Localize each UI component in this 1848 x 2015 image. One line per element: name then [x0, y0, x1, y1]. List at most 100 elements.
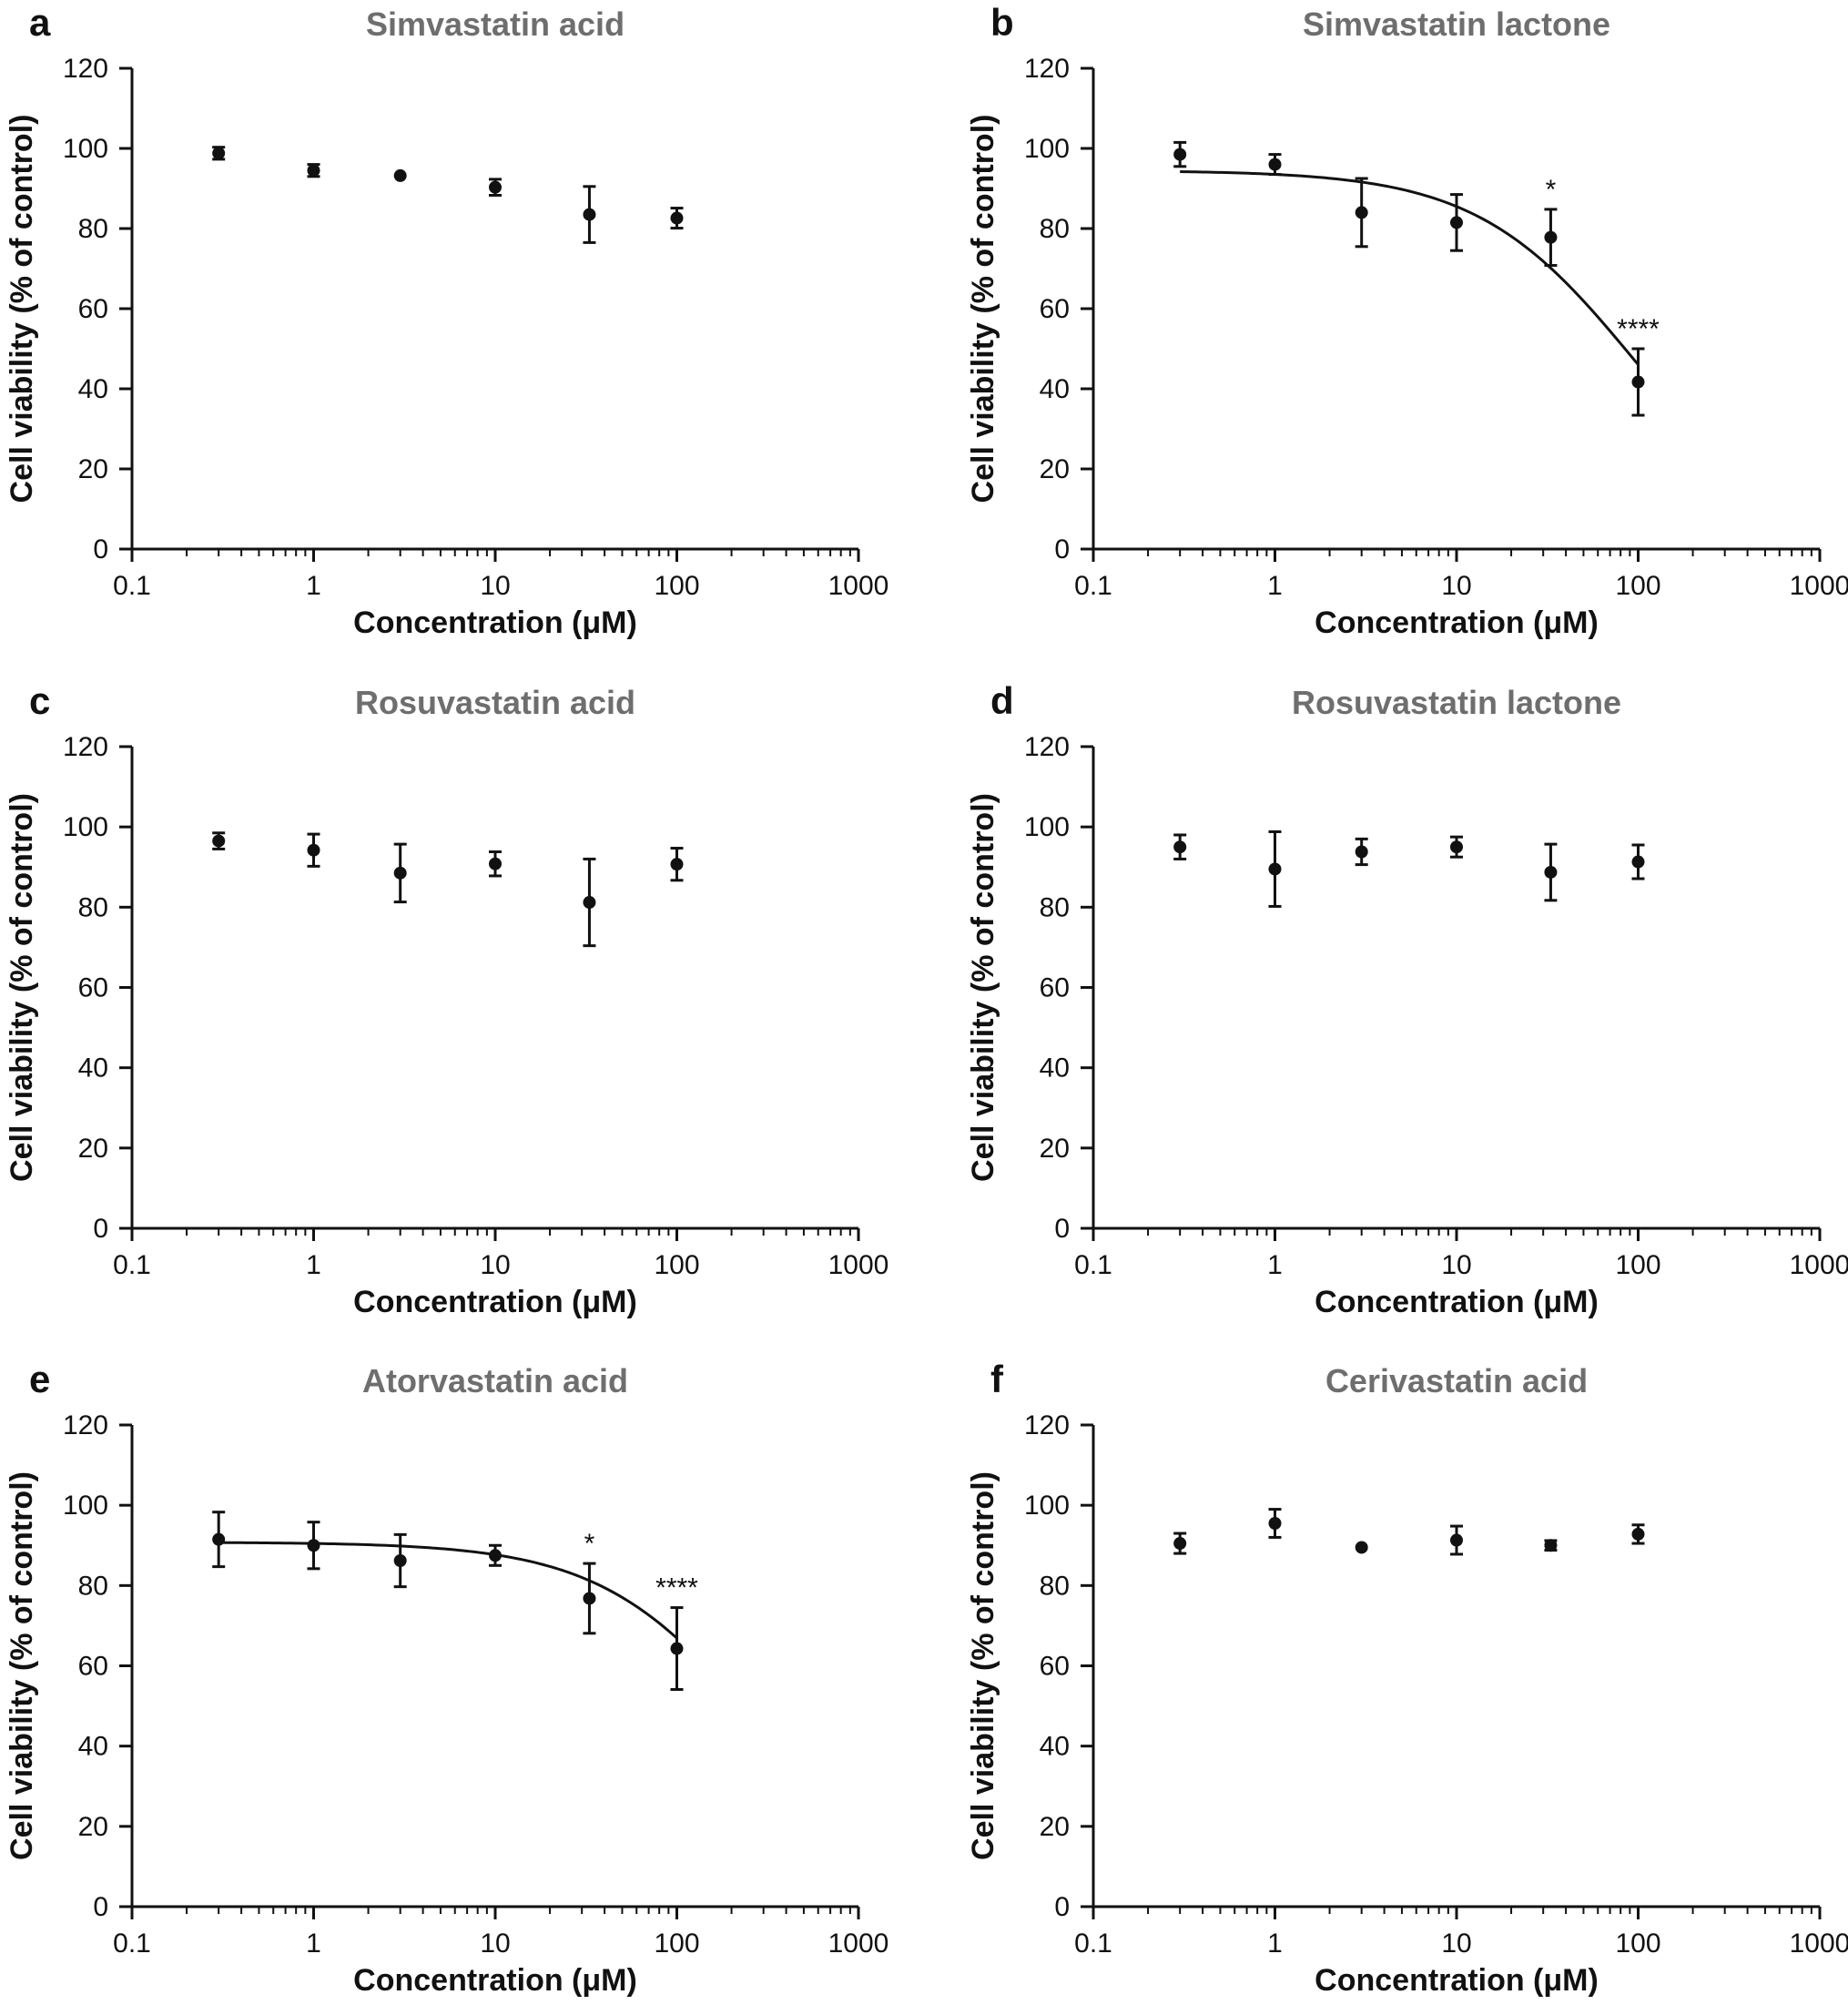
y-tick-label: 20 [78, 454, 108, 484]
data-point [393, 168, 407, 182]
y-tick-label: 120 [63, 54, 108, 84]
data-point [1544, 1539, 1558, 1552]
x-tick-label: 100 [1615, 1928, 1660, 1959]
x-tick-label: 10 [1441, 571, 1471, 601]
y-tick-label: 20 [78, 1812, 108, 1842]
y-tick-label: 20 [78, 1134, 108, 1164]
y-tick-label: 80 [78, 892, 108, 922]
y-tick-label: 120 [1024, 54, 1070, 84]
y-tick-label: 40 [1040, 1732, 1070, 1762]
x-tick-label: 100 [1615, 1250, 1660, 1280]
panel-title: Atorvastatin acid [362, 1362, 628, 1399]
y-tick-label: 0 [93, 1892, 108, 1922]
panel-letter: e [29, 1358, 50, 1400]
x-tick-label: 100 [654, 1250, 699, 1280]
y-tick-label: 0 [1054, 534, 1070, 565]
significance-annotation: **** [1617, 314, 1660, 344]
panel-c: c Rosuvastatin acid 0 20 40 60 80 100 120 0.1 1 10 1… [5, 679, 888, 1319]
y-tick-label: 40 [78, 1732, 108, 1762]
data-point [1355, 206, 1368, 219]
x-tick-label: 10 [1441, 1928, 1471, 1959]
x-tick-label: 1 [306, 1250, 321, 1280]
significance-annotation: **** [655, 1573, 698, 1603]
significance-annotation: * [584, 1529, 595, 1559]
data-point [212, 147, 226, 160]
panel-letter: d [990, 679, 1014, 722]
data-point [212, 1532, 226, 1546]
data-point [1173, 148, 1187, 161]
fit-curve [218, 1541, 678, 1640]
y-tick-label: 40 [78, 1053, 108, 1084]
y-tick-label: 0 [93, 534, 108, 565]
panel-title: Rosuvastatin acid [355, 684, 635, 721]
x-tick-label: 10 [1441, 1250, 1471, 1280]
data-point [670, 1642, 684, 1655]
x-axis-title: Concentration (μM) [1315, 606, 1599, 640]
x-tick-label: 1 [306, 1928, 321, 1959]
x-tick-label: 1000 [1790, 1928, 1848, 1959]
y-tick-label: 120 [63, 732, 108, 762]
y-tick-label: 100 [1024, 134, 1070, 164]
y-tick-label: 40 [78, 374, 108, 404]
y-tick-label: 60 [1040, 973, 1070, 1003]
x-tick-label: 0.1 [113, 1250, 151, 1280]
data-point [1544, 865, 1558, 879]
y-tick-label: 100 [63, 1491, 108, 1521]
data-point [583, 896, 596, 910]
significance-annotation: * [1546, 175, 1557, 205]
x-tick-label: 100 [654, 1928, 699, 1959]
panel-letter: c [29, 679, 50, 722]
y-axis-title: Cell viability (% of control) [966, 793, 1000, 1182]
y-tick-label: 60 [1040, 294, 1070, 324]
data-point [1544, 230, 1558, 244]
y-tick-label: 120 [1024, 732, 1070, 762]
data-point [583, 208, 596, 221]
x-tick-label: 1000 [828, 1928, 889, 1959]
x-tick-label: 1000 [828, 571, 889, 601]
data-point [1355, 845, 1368, 859]
x-axis-title: Concentration (μM) [353, 1963, 637, 1998]
y-tick-label: 100 [1024, 812, 1070, 842]
y-axis-title: Cell viability (% of control) [5, 1471, 39, 1860]
x-tick-label: 1 [1267, 1928, 1283, 1959]
y-tick-label: 60 [1040, 1652, 1070, 1682]
y-tick-label: 20 [1040, 1812, 1070, 1842]
y-tick-label: 40 [1040, 374, 1070, 404]
y-tick-label: 0 [1054, 1214, 1070, 1244]
panel-b: b Simvastatin lactone 0 20 40 60 80 100 120 0.1 1 1… [966, 1, 1848, 640]
data-point [1268, 158, 1282, 171]
x-tick-label: 10 [480, 1928, 510, 1959]
data-point [489, 180, 502, 194]
y-tick-label: 40 [1040, 1053, 1070, 1084]
panel-title: Cerivastatin acid [1325, 1362, 1588, 1399]
y-tick-label: 100 [63, 134, 108, 164]
panel-a: a Simvastatin acid 0 20 40 60 80 100 120 0.1 1 10 10… [5, 1, 888, 640]
y-axis-title: Cell viability (% of control) [5, 793, 39, 1182]
y-tick-label: 60 [78, 1652, 108, 1682]
data-point [1268, 1517, 1282, 1531]
y-tick-label: 60 [78, 973, 108, 1003]
data-point [393, 1554, 407, 1568]
x-tick-label: 0.1 [1074, 571, 1112, 601]
x-axis-title: Concentration (μM) [1315, 1963, 1599, 1998]
panel-d: d Rosuvastatin lactone 0 20 40 60 80 100 120 0.1 1… [966, 679, 1848, 1319]
x-tick-label: 10 [480, 571, 510, 601]
data-point [1631, 855, 1645, 869]
x-tick-label: 10 [480, 1250, 510, 1280]
y-tick-label: 80 [78, 1571, 108, 1601]
data-point [307, 843, 320, 857]
x-tick-label: 1000 [828, 1250, 889, 1280]
y-tick-label: 100 [1024, 1491, 1070, 1521]
data-point [670, 211, 684, 225]
data-point [489, 1549, 502, 1562]
y-tick-label: 0 [1054, 1892, 1070, 1922]
x-tick-label: 1 [1267, 1250, 1283, 1280]
x-axis-title: Concentration (μM) [353, 606, 637, 640]
data-point [489, 857, 502, 870]
panel-e: e Atorvastatin acid 0 20 40 60 80 100 120 0.1 1 10 1… [5, 1358, 888, 1998]
x-axis-title: Concentration (μM) [1315, 1285, 1599, 1319]
y-tick-label: 20 [1040, 454, 1070, 484]
fit-curve [1180, 170, 1640, 366]
y-tick-label: 0 [93, 1214, 108, 1244]
data-point [393, 866, 407, 880]
